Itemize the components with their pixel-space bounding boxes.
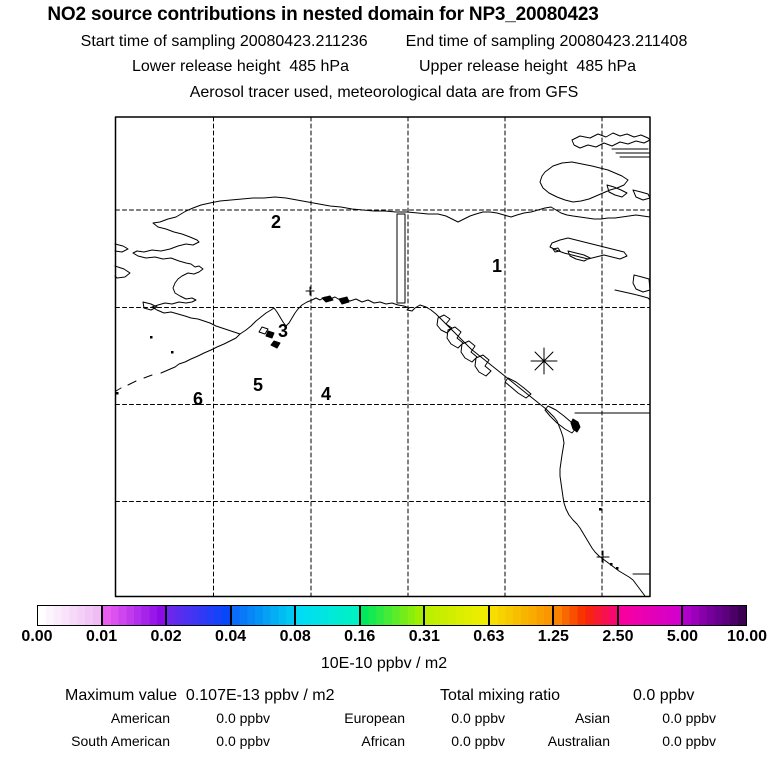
colorbar-tick-labels: 0.00 0.01 0.02 0.04 0.08 0.16 0.31 0.63 1.25 2.50…	[21, 628, 767, 648]
map-border	[114, 116, 651, 598]
colorbar-segment	[618, 606, 684, 625]
start-time-text: Start time of sampling 20080423.211236	[80, 33, 368, 50]
colorbar-tick-label: 2.50	[602, 628, 634, 645]
colorbar-segment	[683, 606, 747, 625]
region-stat-value: 0.0 ppbv	[216, 733, 270, 749]
region-label: 3	[278, 321, 288, 341]
region-label: 6	[193, 389, 203, 409]
region-stat-value: 0.0 ppbv	[662, 710, 716, 726]
colorbar-tick-label: 0.01	[85, 628, 118, 645]
colorbar-tick-label: 0.31	[408, 628, 440, 645]
colorbar-units-label: 10E-10 ppbv / m2	[320, 655, 448, 672]
colorbar-tick-label: 0.16	[344, 628, 376, 645]
colorbar-segment	[296, 606, 361, 625]
colorbar-tick-label: 0.63	[473, 628, 505, 645]
colorbar-tick-label: 0.00	[21, 628, 53, 645]
region-label: 1	[492, 256, 502, 276]
colorbar-tick-label: 10.00	[726, 628, 768, 645]
colorbar-segment	[102, 606, 168, 625]
colorbar-tick-label: 0.08	[279, 628, 311, 645]
maximum-value-text: Maximum value 0.107E-13 ppbv / m2	[65, 687, 335, 704]
lower-release-text: Lower release height 485 hPa	[131, 58, 349, 75]
region-stat-value: 0.0 ppbv	[662, 733, 716, 749]
colorbar-tick-label: 0.02	[150, 628, 182, 645]
colorbar-tick-label: 0.04	[215, 628, 247, 645]
region-stat-label: Australian	[547, 733, 610, 749]
summary-line: Maximum value 0.107E-13 ppbv / m2 Total …	[0, 687, 768, 707]
region-label: 5	[253, 375, 263, 395]
region-stat-value: 0.0 ppbv	[451, 710, 505, 726]
end-time-text: End time of sampling 20080423.211408	[405, 33, 688, 50]
release-heights-line: Lower release height 485 hPa Upper relea…	[0, 58, 768, 76]
colorbar-segment	[167, 606, 232, 625]
region-label: 4	[321, 384, 331, 404]
region-label: 2	[271, 212, 281, 232]
nested-domain-box	[396, 213, 406, 304]
region-stat-label: Asian	[574, 710, 610, 726]
coastlines	[114, 132, 651, 597]
border-line-49N	[574, 412, 651, 575]
region-stat-label: African	[361, 733, 405, 749]
region-stat-label: American	[110, 710, 170, 726]
colorbar-segment	[360, 606, 426, 625]
upper-release-text: Upper release height 485 hPa	[419, 58, 637, 75]
colorbar-segment	[425, 606, 490, 625]
colorbar-tick-label: 5.00	[666, 628, 699, 645]
tracer-met-line: Aerosol tracer used, meteorological data…	[189, 84, 579, 101]
region-stat-label: European	[344, 710, 405, 726]
colorbar	[37, 605, 747, 626]
page-title: NO2 source contributions in nested domai…	[47, 4, 599, 25]
sampling-times-line: Start time of sampling 20080423.211236 E…	[0, 33, 768, 51]
region-stat-value: 0.0 ppbv	[216, 710, 270, 726]
region-stat-value: 0.0 ppbv	[451, 733, 505, 749]
colorbar-segment	[231, 606, 297, 625]
colorbar-segment	[489, 606, 555, 625]
total-mixing-ratio-label: Total mixing ratio	[440, 687, 561, 704]
region-stat-label: South American	[71, 733, 170, 749]
small-island-dots	[116, 336, 619, 570]
region-stats-row-2: South American 0.0 ppbv African 0.0 ppbv…	[20, 733, 732, 749]
colorbar-segment	[38, 606, 103, 625]
colorbar-tick-label: 1.25	[537, 628, 569, 645]
region-number-labels: 1 2 3 4 5 6	[193, 212, 502, 409]
region-stats-row-1: American 0.0 ppbv European 0.0 ppbv Asia…	[20, 710, 732, 726]
colorbar-segment	[554, 606, 619, 625]
asterisk-marker-icon	[530, 347, 558, 375]
total-mixing-ratio-value: 0.0 ppbv	[633, 687, 695, 704]
city-cross-marks	[305, 286, 610, 564]
grid-lines	[115, 116, 651, 597]
